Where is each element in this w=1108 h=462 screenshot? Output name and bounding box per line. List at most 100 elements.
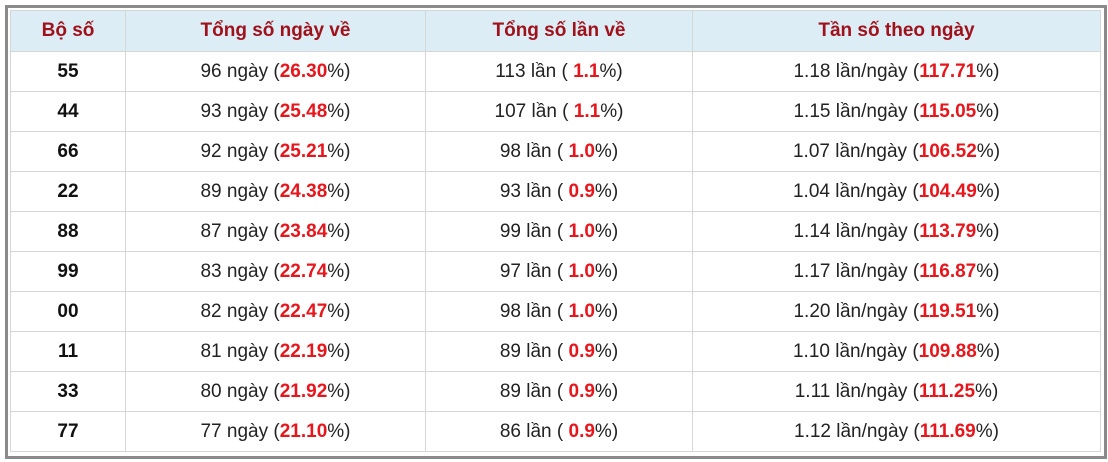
stat-cell: 83 ngày (22.74%) (125, 251, 426, 292)
percent-value: 1.0 (568, 260, 595, 282)
cell-text: 89 lần ( (499, 340, 569, 362)
cell-text: %) (976, 300, 1000, 322)
percent-value: 116.87 (919, 260, 977, 282)
cell-text: %) (594, 300, 619, 322)
cell-text: %) (327, 140, 351, 162)
cell-text: %) (327, 60, 351, 82)
number-cell: 88 (10, 211, 126, 252)
stat-cell: 1.04 lần/ngày (104.49%) (692, 171, 1101, 212)
stat-cell: 81 ngày (22.19%) (125, 331, 426, 372)
cell-text: %) (594, 140, 619, 162)
stat-cell: 1.11 lần/ngày (111.25%) (692, 371, 1101, 412)
cell-text: %) (600, 100, 624, 122)
cell-text: 92 ngày ( (200, 140, 280, 162)
percent-value: 111.69 (919, 420, 976, 442)
percent-value: 21.10 (279, 420, 328, 442)
cell-text: %) (975, 380, 999, 402)
percent-value: 22.19 (279, 340, 328, 362)
number-cell: 33 (10, 371, 126, 412)
percent-value: 106.52 (918, 140, 977, 162)
header-cell: Bộ số (10, 10, 126, 52)
stat-cell: 77 ngày (21.10%) (125, 411, 426, 452)
stat-cell: 98 lần ( 1.0%) (425, 131, 693, 172)
percent-value: 104.49 (918, 180, 977, 202)
cell-text: 98 lần ( (499, 140, 569, 162)
cell-text: 1.04 lần/ngày ( (792, 180, 919, 202)
number-cell: 11 (10, 331, 126, 372)
stat-cell: 1.07 lần/ngày (106.52%) (692, 131, 1101, 172)
stat-cell: 87 ngày (23.84%) (125, 211, 426, 252)
cell-text: %) (327, 340, 351, 362)
header-cell: Tần số theo ngày (692, 10, 1101, 52)
percent-value: 109.88 (918, 340, 977, 362)
table-row: 66 92 ngày (25.21%) 98 lần ( 1.0%) 1.07 lần… (10, 131, 1101, 172)
percent-value: 24.38 (279, 180, 328, 202)
number-cell: 55 (10, 51, 126, 92)
cell-text: %) (327, 220, 351, 242)
cell-text: 99 lần ( (499, 220, 569, 242)
stat-cell: 1.15 lần/ngày (115.05%) (692, 91, 1101, 132)
cell-text: 82 ngày ( (200, 300, 280, 322)
cell-text: 107 lần ( (494, 100, 574, 122)
cell-text: 1.18 lần/ngày ( (793, 60, 920, 82)
number-cell: 66 (10, 131, 126, 172)
cell-text: 1.14 lần/ngày ( (793, 220, 920, 242)
percent-value: 23.84 (279, 220, 328, 242)
cell-text: %) (327, 380, 351, 402)
cell-text: %) (327, 300, 351, 322)
percent-value: 0.9 (568, 180, 595, 202)
table-frame: Bộ số Tổng số ngày về Tổng số lần về Tần số… (5, 5, 1107, 459)
percent-value: 1.1 (573, 100, 601, 122)
stat-cell: 1.17 lần/ngày (116.87%) (692, 251, 1101, 292)
stat-cell: 92 ngày (25.21%) (125, 131, 426, 172)
cell-text: %) (976, 340, 1001, 362)
cell-text: 1.15 lần/ngày ( (793, 100, 920, 122)
percent-value: 111.25 (919, 380, 976, 402)
table-row: 11 81 ngày (22.19%) 89 lần ( 0.9%) 1.10 lần… (10, 331, 1101, 372)
percent-value: 22.74 (279, 260, 328, 282)
cell-text: %) (594, 220, 619, 242)
cell-text: %) (327, 180, 351, 202)
stat-cell: 93 lần ( 0.9%) (425, 171, 693, 212)
stat-cell: 96 ngày (26.30%) (125, 51, 426, 92)
cell-text: %) (594, 380, 619, 402)
cell-text: %) (594, 420, 619, 442)
cell-text: 80 ngày ( (200, 380, 280, 402)
percent-value: 25.48 (279, 100, 328, 122)
cell-text: 1.07 lần/ngày ( (792, 140, 919, 162)
table-row: 77 77 ngày (21.10%) 86 lần ( 0.9%) 1.12 lần… (10, 411, 1101, 452)
cell-text: 83 ngày ( (200, 260, 280, 282)
cell-text: %) (976, 260, 1000, 282)
cell-text: 77 ngày ( (200, 420, 280, 442)
cell-text: 87 ngày ( (200, 220, 280, 242)
cell-text: %) (594, 340, 619, 362)
cell-text: 1.12 lần/ngày ( (794, 420, 920, 442)
percent-value: 0.9 (568, 340, 595, 362)
stat-cell: 1.10 lần/ngày (109.88%) (692, 331, 1101, 372)
stat-cell: 1.12 lần/ngày (111.69%) (692, 411, 1101, 452)
table-body: 55 96 ngày (26.30%) 113 lần ( 1.1%) 1.18 lầ… (10, 51, 1101, 452)
cell-text: %) (327, 100, 351, 122)
number-cell: 77 (10, 411, 126, 452)
cell-text: %) (327, 420, 351, 442)
percent-value: 115.05 (919, 100, 977, 122)
percent-value: 1.0 (568, 140, 595, 162)
stat-cell: 1.14 lần/ngày (113.79%) (692, 211, 1101, 252)
cell-text: 93 lần ( (499, 180, 569, 202)
cell-text: %) (594, 260, 619, 282)
stat-cell: 97 lần ( 1.0%) (425, 251, 693, 292)
cell-text: %) (976, 60, 1000, 82)
table-row: 88 87 ngày (23.84%) 99 lần ( 1.0%) 1.14 lần… (10, 211, 1101, 252)
cell-text: 97 lần ( (499, 260, 569, 282)
percent-value: 119.51 (919, 300, 977, 322)
percent-value: 113.79 (919, 220, 977, 242)
cell-text: 1.10 lần/ngày ( (792, 340, 919, 362)
cell-text: 89 ngày ( (200, 180, 280, 202)
stat-cell: 93 ngày (25.48%) (125, 91, 426, 132)
table-row: 22 89 ngày (24.38%) 93 lần ( 0.9%) 1.04 lần… (10, 171, 1101, 212)
stat-cell: 80 ngày (21.92%) (125, 371, 426, 412)
table-row: 33 80 ngày (21.92%) 89 lần ( 0.9%) 1.11 lần… (10, 371, 1101, 412)
stat-cell: 1.20 lần/ngày (119.51%) (692, 291, 1101, 332)
cell-text: 89 lần ( (499, 380, 569, 402)
